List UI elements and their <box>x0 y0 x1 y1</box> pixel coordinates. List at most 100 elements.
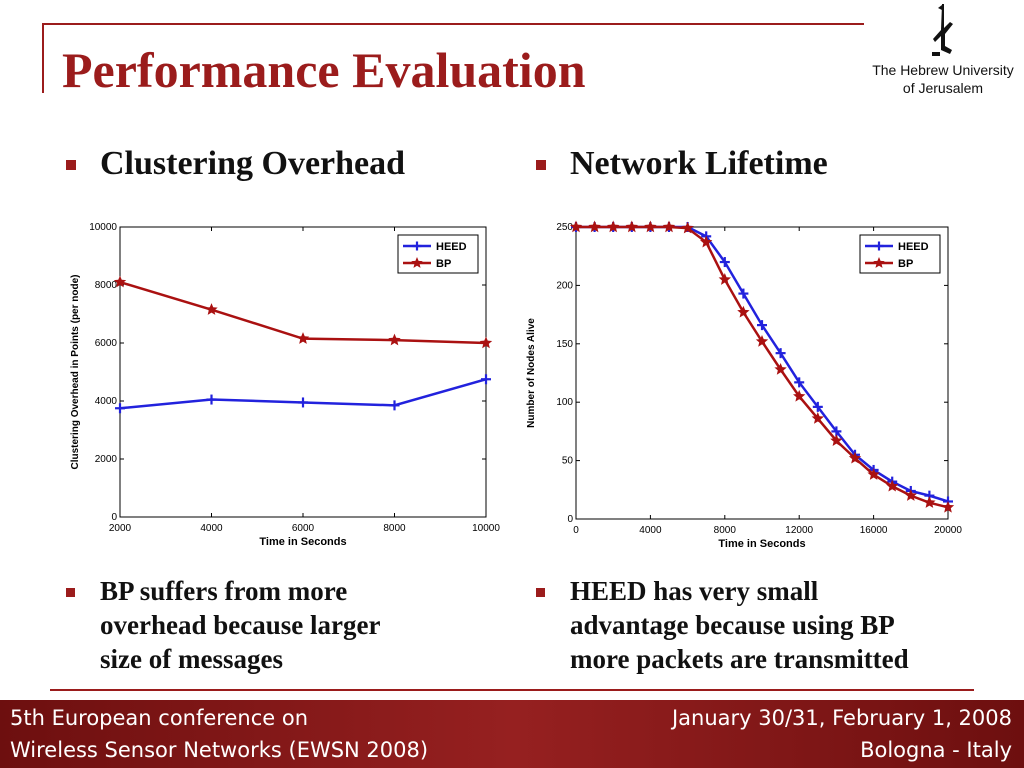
x-tick-label: 4000 <box>639 525 662 536</box>
bullet-square-icon <box>66 588 75 597</box>
page-title: Performance Evaluation <box>62 42 586 98</box>
data-point-bp <box>830 434 843 446</box>
footer-dates: January 30/31, February 1, 2008 <box>671 706 1012 730</box>
y-tick-label: 150 <box>556 339 573 350</box>
data-point-heed <box>389 400 400 411</box>
x-tick-label: 2000 <box>109 523 132 534</box>
right-heading: Network Lifetime <box>570 145 828 182</box>
title-frame-top-rule <box>42 23 864 25</box>
legend-label: HEED <box>898 241 929 253</box>
x-axis-label: Time in Seconds <box>259 536 346 548</box>
data-point-bp <box>811 412 824 424</box>
legend-box <box>397 234 479 274</box>
network-lifetime-chart: 0 4000 8000 12000 16000 20000 0 50 100 150 200 250 T… <box>526 220 962 550</box>
data-point-heed <box>812 401 823 412</box>
data-point-heed <box>757 320 767 331</box>
right-note-line: advantage because using BP <box>570 610 895 640</box>
bullet-square-icon <box>66 160 76 170</box>
data-point-bp <box>205 303 218 315</box>
footer-rule <box>50 689 974 691</box>
y-tick-label: 250 <box>556 222 573 233</box>
data-point-bp <box>867 468 880 480</box>
left-note-line: BP suffers from more <box>100 576 348 606</box>
y-tick-label: 0 <box>111 512 117 523</box>
legend-marker <box>411 257 423 268</box>
footer-conference-name: Wireless Sensor Networks (EWSN 2008) <box>10 738 429 762</box>
x-tick-label: 6000 <box>292 523 315 534</box>
legend-label: BP <box>898 258 913 270</box>
data-point-heed <box>775 348 786 359</box>
y-tick-label: 100 <box>556 397 573 408</box>
data-point-bp <box>388 333 401 346</box>
right-note-line: HEED has very small <box>570 576 819 606</box>
legend-label: BP <box>436 258 451 270</box>
lion-emblem-icon <box>932 4 953 56</box>
y-tick-label: 50 <box>562 456 574 467</box>
y-axis-label: Number of Nodes Alive <box>526 318 537 428</box>
plot-area <box>575 226 949 520</box>
x-tick-label: 8000 <box>383 523 406 534</box>
legend-box <box>859 234 941 274</box>
left-note: BP suffers from more overhead because la… <box>100 574 380 676</box>
y-tick-label: 2000 <box>95 454 118 465</box>
data-point-bp <box>569 220 583 233</box>
data-point-heed <box>738 288 749 299</box>
data-point-bp <box>296 332 310 344</box>
y-tick-label: 4000 <box>95 396 118 407</box>
plot-area <box>119 226 487 518</box>
x-tick-label: 10000 <box>472 523 500 534</box>
data-point-bp <box>588 220 601 233</box>
legend-marker <box>412 241 422 251</box>
y-tick-label: 200 <box>556 280 573 291</box>
x-tick-label: 12000 <box>785 525 813 536</box>
x-axis-label: Time in Seconds <box>718 538 805 550</box>
data-point-heed <box>115 403 125 414</box>
data-point-bp <box>904 489 917 501</box>
x-tick-label: 0 <box>573 525 579 536</box>
y-tick-label: 0 <box>567 514 573 525</box>
left-note-line: overhead because larger <box>100 610 381 640</box>
university-logo: The Hebrew University of Jerusalem <box>862 0 1024 100</box>
y-axis-label: Clustering Overhead in Points (per node) <box>70 274 81 469</box>
logo-line-2: of Jerusalem <box>902 80 984 96</box>
data-point-bp <box>700 235 713 248</box>
data-point-bp <box>718 273 731 285</box>
data-point-bp <box>644 220 657 233</box>
data-point-bp <box>737 305 750 318</box>
data-point-bp <box>886 479 899 492</box>
x-tick-label: 20000 <box>934 525 962 536</box>
y-tick-label: 10000 <box>89 222 117 233</box>
data-point-bp <box>662 220 676 233</box>
data-point-heed <box>794 377 805 388</box>
logo-line-1: The Hebrew University <box>872 62 1014 78</box>
data-point-bp <box>625 220 638 233</box>
data-point-bp <box>848 451 862 464</box>
data-point-heed <box>481 374 491 385</box>
data-point-bp <box>793 389 806 402</box>
x-tick-label: 8000 <box>714 525 737 536</box>
data-point-bp <box>113 275 127 288</box>
data-point-heed <box>298 397 308 408</box>
data-point-bp <box>607 220 620 233</box>
data-point-bp <box>774 363 787 375</box>
legend-marker <box>874 241 884 251</box>
x-tick-label: 4000 <box>200 523 223 534</box>
title-frame-left-rule <box>42 23 44 93</box>
data-point-bp <box>681 221 694 234</box>
bullet-square-icon <box>536 588 545 597</box>
right-note-line: more packets are transmitted <box>570 644 909 674</box>
right-note: HEED has very small advantage because us… <box>570 574 909 676</box>
left-heading: Clustering Overhead <box>100 145 406 182</box>
clustering-overhead-chart: 2000 4000 6000 8000 100000200040006000800010… <box>70 222 500 548</box>
data-point-bp <box>755 334 769 347</box>
data-point-heed <box>719 257 730 268</box>
left-note-line: size of messages <box>100 644 283 674</box>
footer-banner: 5th European conference on Wireless Sens… <box>0 700 1024 768</box>
data-point-bp <box>923 496 936 508</box>
legend-label: HEED <box>436 241 467 253</box>
footer-location: Bologna - Italy <box>860 738 1012 762</box>
bullet-square-icon <box>536 160 546 170</box>
data-point-heed <box>206 394 217 405</box>
y-tick-label: 8000 <box>95 280 118 291</box>
